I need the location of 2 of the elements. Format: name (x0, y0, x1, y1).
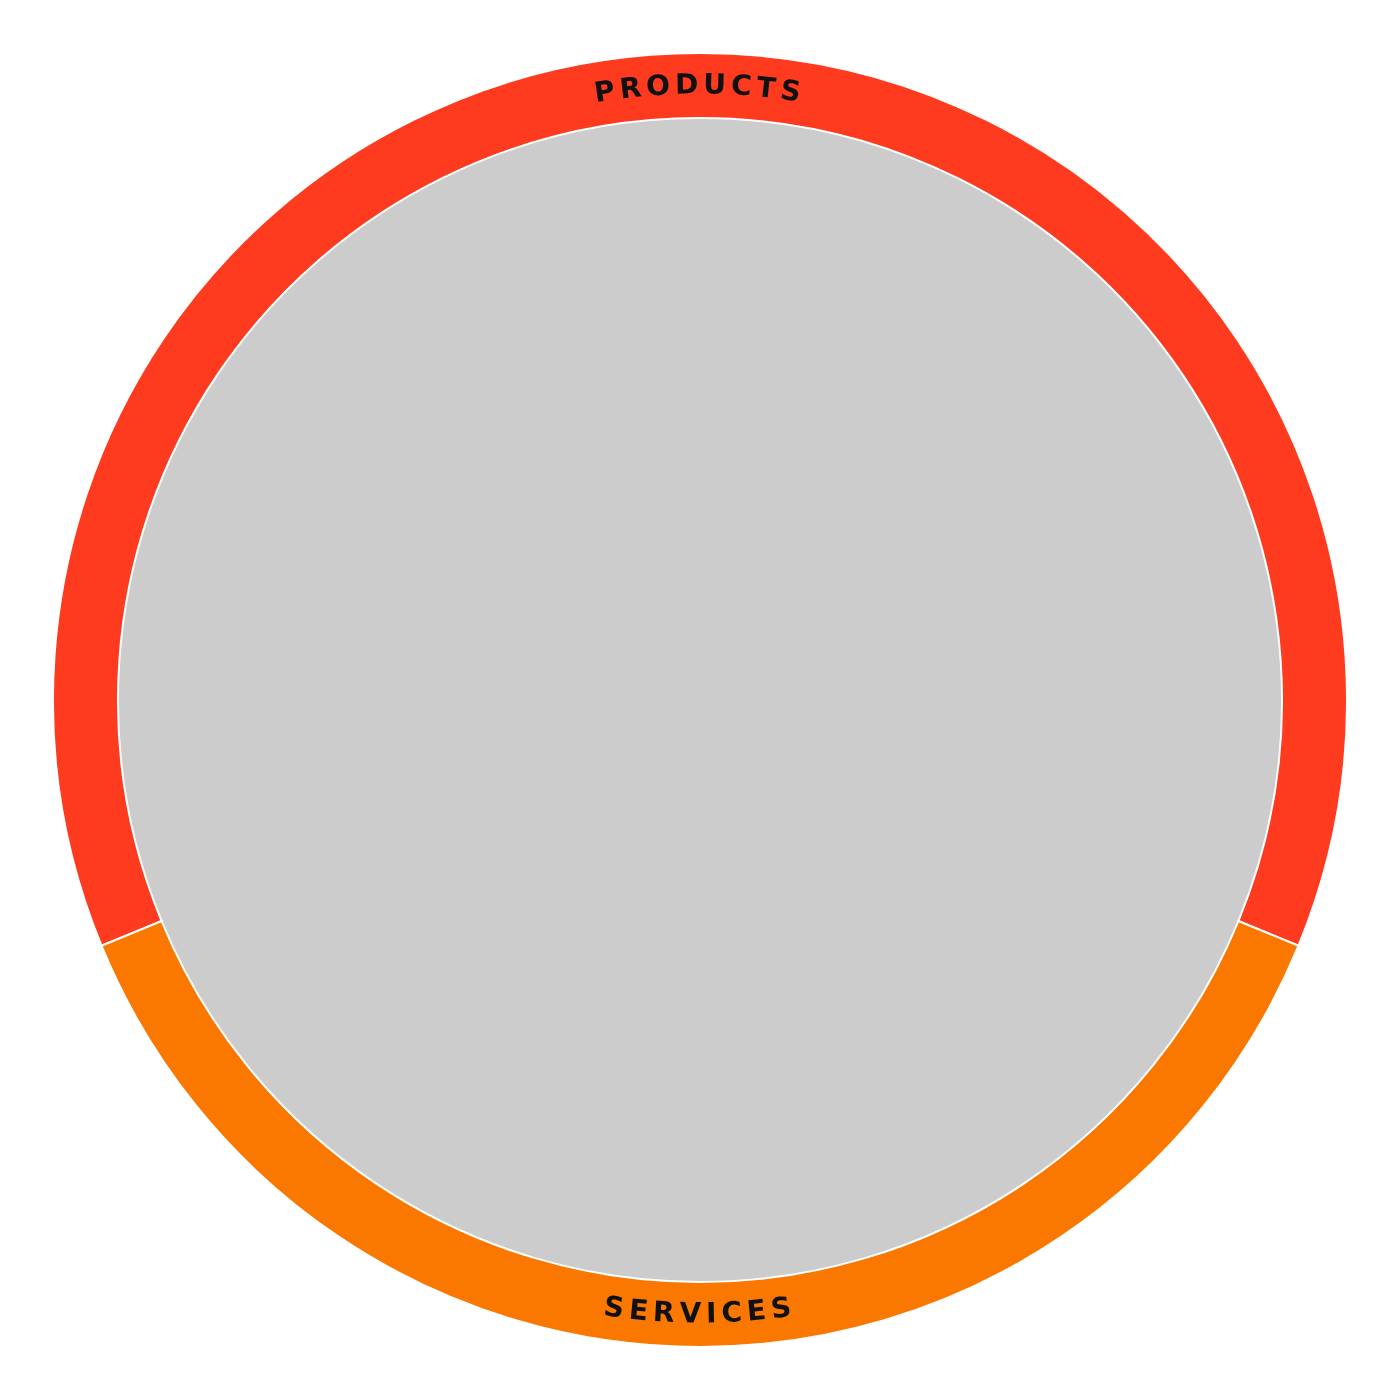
slice-label: SERVICES (601, 1289, 799, 1330)
slice-label: PRODUCTS (591, 67, 809, 110)
